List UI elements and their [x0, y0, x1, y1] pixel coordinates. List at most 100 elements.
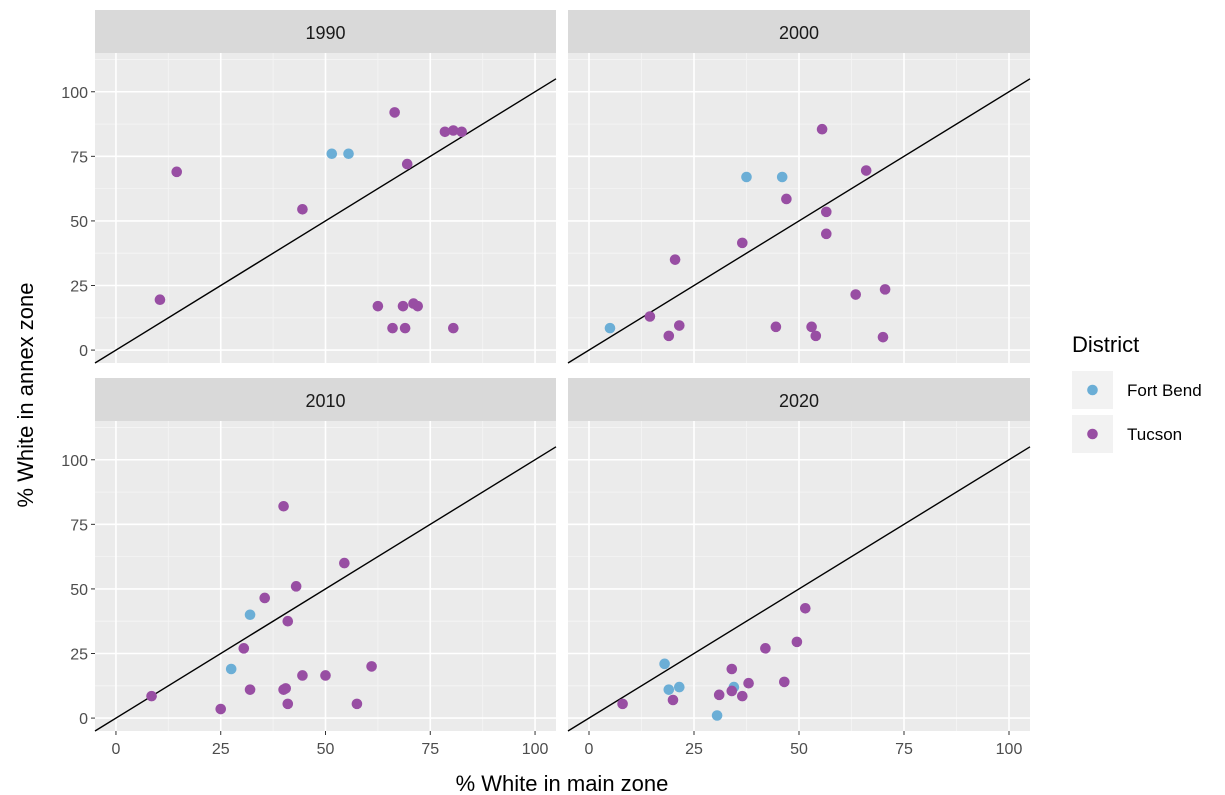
point-tucson [154, 294, 166, 306]
panels-group: 1990 0 25 50 75 100 2000 2010 0 25 50 75 100 0 25 50 75 1… [61, 10, 1031, 758]
point-tucson [800, 602, 811, 614]
point-tucson [713, 689, 725, 701]
legend-key-fort-bend [1087, 384, 1098, 396]
x-tick-label: 75 [895, 741, 913, 758]
point-tucson [146, 690, 157, 702]
x-tick-label: 50 [790, 741, 808, 758]
panel-1990: 1990 0 25 50 75 100 [61, 10, 557, 364]
point-tucson [351, 698, 363, 710]
point-tucson [366, 661, 377, 672]
x-tick-label: 75 [421, 741, 439, 758]
point-tucson [448, 125, 459, 136]
point-tucson [244, 684, 256, 695]
point-tucson [810, 330, 822, 342]
point-tucson [806, 321, 817, 333]
point-tucson [259, 592, 271, 604]
point-tucson [816, 123, 828, 135]
strip-label: 2000 [779, 23, 819, 43]
point-tucson [791, 636, 803, 648]
strip-label: 2020 [779, 391, 819, 411]
point-tucson [448, 322, 459, 334]
point-fort-bend [741, 171, 752, 183]
point-tucson [282, 615, 294, 627]
legend-label: Tucson [1127, 425, 1182, 444]
point-tucson [860, 165, 872, 176]
point-tucson [297, 203, 308, 215]
point-tucson [781, 193, 792, 205]
x-tick-label: 25 [212, 741, 230, 758]
point-fort-bend [604, 322, 616, 334]
point-tucson [760, 643, 771, 654]
x-tick-label: 0 [585, 741, 594, 758]
y-tick-label: 25 [70, 647, 88, 664]
point-tucson [667, 694, 679, 706]
point-tucson [879, 284, 891, 295]
point-tucson [320, 670, 331, 681]
point-tucson [821, 228, 832, 240]
legend-title: District [1072, 332, 1139, 357]
y-tick-label: 75 [70, 517, 88, 534]
point-tucson [779, 676, 790, 688]
point-tucson [737, 237, 748, 249]
point-tucson [726, 663, 738, 675]
point-tucson [743, 677, 754, 689]
point-tucson [290, 581, 302, 592]
reference-line [94, 78, 557, 364]
strip-background [568, 10, 1030, 53]
y-tick-label: 50 [70, 214, 88, 231]
strip-background [568, 378, 1030, 421]
point-tucson [399, 322, 411, 334]
strip-label: 2010 [305, 391, 345, 411]
x-tick-label: 100 [996, 741, 1023, 758]
strip-background [95, 378, 556, 421]
point-tucson [278, 500, 289, 512]
point-tucson [171, 166, 183, 178]
y-tick-label: 50 [70, 582, 88, 599]
reference-line [567, 446, 1031, 732]
point-tucson [674, 320, 685, 331]
x-tick-label: 50 [317, 741, 335, 758]
y-axis-title: % White in annex zone [13, 282, 38, 507]
point-tucson [850, 289, 861, 300]
point-tucson [617, 698, 628, 710]
point-tucson [387, 322, 398, 334]
point-fort-bend [776, 171, 788, 183]
x-tick-label: 0 [112, 741, 121, 758]
point-tucson [770, 321, 782, 333]
reference-line [94, 446, 557, 732]
point-tucson [389, 107, 400, 118]
x-axis-title: % White in main zone [456, 771, 669, 795]
legend-key-tucson [1087, 428, 1098, 440]
point-tucson [280, 683, 291, 694]
panel-2020: 2020 0 25 50 75 100 [567, 378, 1031, 758]
point-fort-bend [244, 609, 256, 621]
strip-background [95, 10, 556, 53]
panel-2000: 2000 [567, 10, 1031, 364]
point-fort-bend [663, 684, 675, 695]
legend: District Fort Bend Tucson [1072, 332, 1202, 453]
point-fort-bend [659, 658, 670, 670]
point-tucson [401, 158, 413, 170]
point-tucson [644, 311, 656, 322]
point-tucson [669, 254, 681, 265]
x-tick-label: 25 [685, 741, 703, 758]
x-tick-label: 100 [522, 741, 549, 758]
point-tucson [297, 670, 308, 681]
y-tick-label: 0 [79, 343, 88, 360]
point-tucson [397, 300, 409, 312]
point-tucson [877, 331, 889, 343]
y-tick-label: 75 [70, 149, 88, 166]
point-fort-bend [326, 148, 338, 160]
y-tick-label: 0 [79, 711, 88, 728]
point-tucson [737, 690, 748, 702]
y-tick-label: 25 [70, 279, 88, 296]
point-tucson [238, 643, 250, 654]
y-tick-label: 100 [61, 453, 88, 470]
point-tucson [215, 703, 227, 715]
point-fort-bend [343, 148, 354, 160]
point-tucson [412, 300, 424, 312]
strip-label: 1990 [305, 23, 345, 43]
point-fort-bend [674, 681, 685, 693]
point-fort-bend [225, 663, 237, 675]
